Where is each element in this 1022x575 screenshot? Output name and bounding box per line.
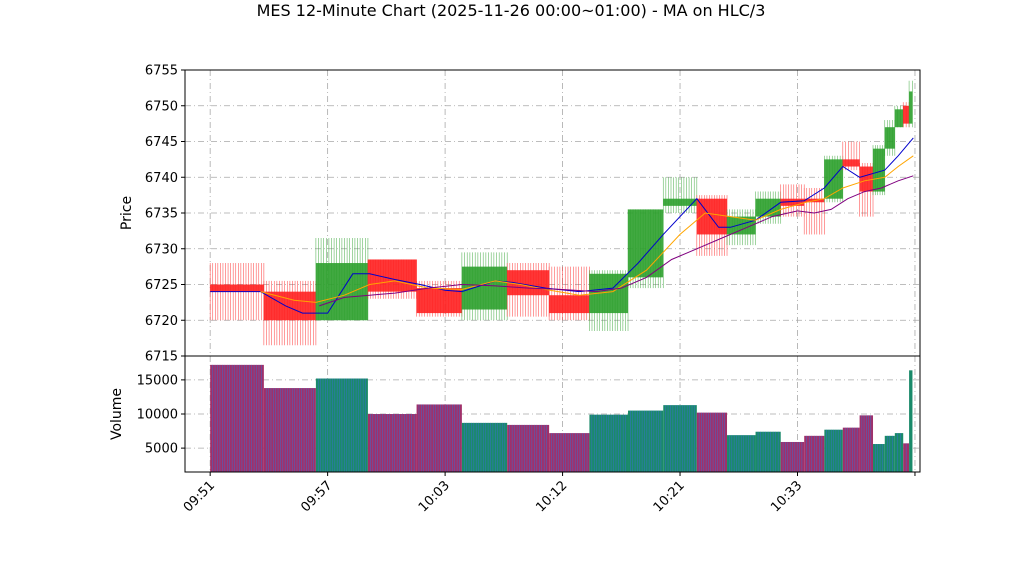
x-tick-label: 10:03 [416, 478, 453, 515]
candle-body [210, 284, 264, 292]
price-tick-label: 6715 [145, 350, 178, 365]
candle [506, 263, 550, 317]
candle-body [755, 198, 781, 217]
volume-bar-fill [549, 433, 590, 472]
x-tick-label: 10:33 [768, 478, 805, 515]
volume-bar-fill [894, 433, 904, 472]
candle [842, 141, 860, 171]
volume-bar [549, 433, 590, 472]
volume-bar [755, 431, 781, 472]
volume-bar-fill [507, 424, 550, 472]
candle [263, 280, 317, 346]
candle [627, 209, 664, 289]
x-tick-label: 10:12 [533, 478, 570, 515]
candle-body [859, 166, 874, 192]
price-tick-label: 6725 [145, 278, 178, 293]
candle-body [873, 148, 885, 192]
x-axis: 09:51 09:57 10:03 10:12 10:21 10:33 [181, 472, 916, 515]
candle-body [780, 198, 805, 206]
candle [884, 120, 896, 156]
volume-bar [696, 412, 728, 472]
candle-body [263, 291, 316, 321]
volume-bar-fill [842, 427, 860, 472]
ma-line-blue [210, 137, 914, 314]
candle-body [903, 105, 910, 124]
x-tick-label: 10:21 [651, 478, 688, 515]
ma-line-purple [319, 175, 914, 307]
volume-bar-fill [696, 412, 728, 472]
volume-bar [909, 370, 913, 472]
candle [696, 195, 728, 256]
volume-bar [663, 405, 697, 472]
volume-bar [842, 427, 860, 472]
volume-bar [315, 378, 368, 472]
candle [824, 155, 844, 203]
volume-bar [727, 435, 756, 472]
volume-bar-fill [416, 404, 462, 472]
price-tick-label: 6735 [145, 207, 178, 222]
price-tick-label: 6740 [145, 171, 178, 186]
candle-body [884, 127, 895, 149]
volume-bar [780, 441, 805, 472]
price-tick-label: 6745 [145, 135, 178, 150]
chart-title: MES 12-Minute Chart (2025-11-26 00:00~01… [257, 1, 766, 20]
volume-bar [367, 414, 417, 472]
candle [902, 102, 910, 128]
x-tick-label: 09:51 [181, 478, 218, 515]
volume-bar [894, 433, 904, 472]
candle [908, 80, 913, 128]
volume-bar-fill [909, 370, 913, 472]
volume-bar [859, 415, 874, 472]
volume-bar [210, 364, 264, 472]
volume-bar [416, 404, 462, 472]
price-tick-label: 6755 [145, 64, 178, 79]
x-tick-label: 09:57 [298, 478, 335, 515]
price-tick-label: 6730 [145, 242, 178, 257]
candle-body [894, 109, 904, 128]
volume-bar [884, 435, 895, 472]
candle-body [824, 159, 843, 199]
candle [726, 209, 756, 246]
volume-bar [873, 444, 885, 472]
volume-bar [804, 435, 825, 472]
volume-bar [628, 410, 664, 472]
candle-body [663, 198, 697, 206]
price-tick-label: 6720 [145, 314, 178, 329]
candle [894, 105, 904, 128]
candle [416, 280, 463, 317]
volume-bar [461, 422, 508, 472]
volume-panel: 5000 10000 15000 [137, 355, 921, 473]
candle-body [909, 91, 913, 124]
volume-tick-label: 5000 [145, 442, 178, 457]
candle [315, 238, 369, 321]
candle [662, 177, 698, 213]
price-axis-label: Price [119, 196, 135, 230]
volume-bar [824, 429, 843, 472]
candle-body [416, 288, 462, 314]
volume-bar-fill [873, 444, 885, 472]
volume-axis-label: Volume [109, 388, 125, 440]
volume-bar [263, 388, 316, 472]
candle-body [842, 159, 860, 167]
candle-body [727, 216, 756, 235]
volume-bar [507, 424, 550, 472]
candle-body [549, 295, 590, 314]
volume-tick-label: 15000 [137, 373, 178, 388]
volume-bar-fill [628, 410, 664, 472]
price-tick-label: 6750 [145, 99, 178, 114]
volume-bar [903, 443, 910, 472]
candle-body [628, 209, 664, 278]
volume-bar [589, 414, 629, 472]
ma-line-orange [260, 155, 914, 303]
price-panel: 6715 6720 6725 6730 6735 6740 6745 6750 6755 [145, 64, 921, 365]
volume-tick-label: 10000 [137, 408, 178, 423]
candle [548, 266, 590, 321]
volume-bar-fill [461, 422, 508, 472]
